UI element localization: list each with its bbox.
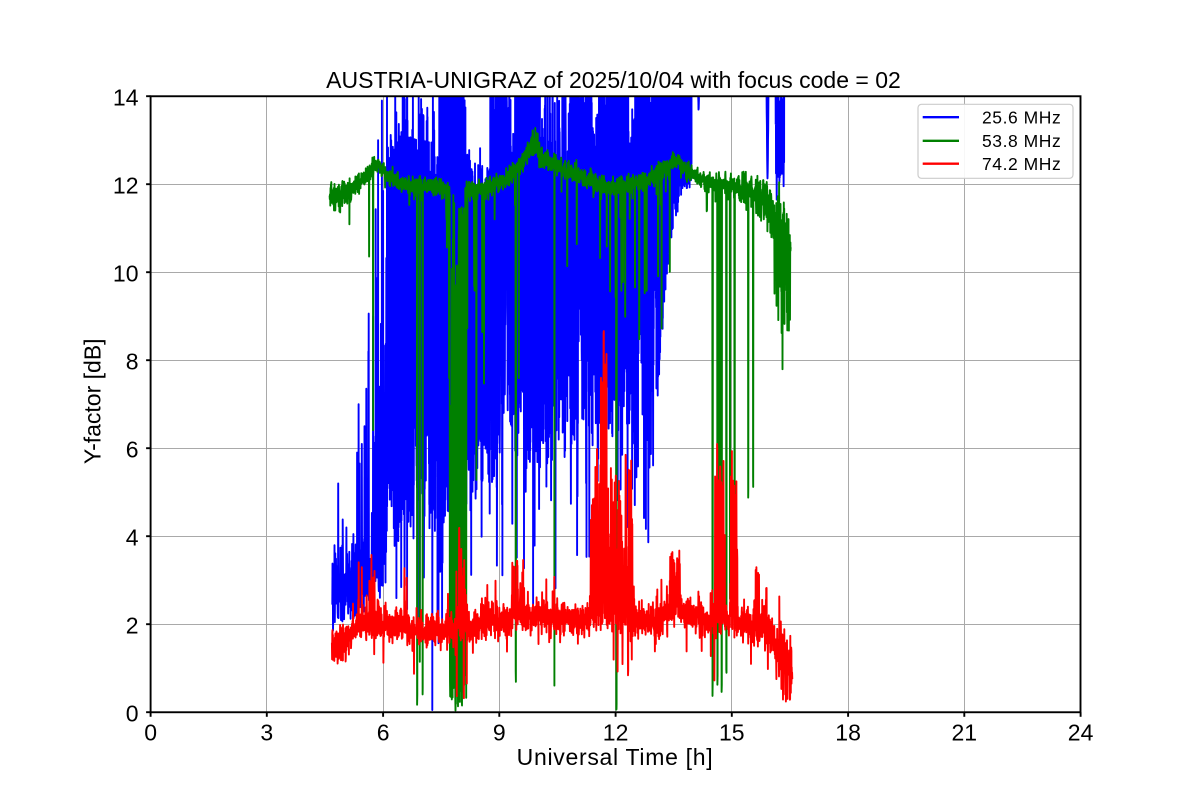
svg-text:Y-factor [dB]: Y-factor [dB]: [80, 338, 106, 464]
svg-text:3: 3: [260, 720, 273, 746]
svg-text:21: 21: [952, 720, 978, 746]
svg-text:24: 24: [1068, 720, 1094, 746]
svg-text:6: 6: [126, 436, 139, 462]
svg-text:15: 15: [719, 720, 745, 746]
svg-text:10: 10: [113, 260, 139, 286]
svg-text:0: 0: [144, 720, 157, 746]
svg-text:0: 0: [126, 701, 139, 727]
svg-text:2: 2: [126, 613, 139, 639]
svg-text:14: 14: [113, 85, 139, 111]
svg-text:25.6 MHz: 25.6 MHz: [982, 108, 1061, 128]
svg-text:AUSTRIA-UNIGRAZ of 2025/10/04: AUSTRIA-UNIGRAZ of 2025/10/04 with focus…: [326, 67, 901, 93]
svg-text:53.8 MHz: 53.8 MHz: [982, 131, 1061, 151]
svg-text:4: 4: [126, 525, 139, 551]
svg-text:74.2 MHz: 74.2 MHz: [982, 154, 1061, 174]
svg-text:8: 8: [126, 348, 139, 374]
svg-text:12: 12: [603, 720, 629, 746]
svg-text:6: 6: [377, 720, 390, 746]
svg-text:Universal Time [h]: Universal Time [h]: [517, 744, 714, 770]
svg-text:9: 9: [493, 720, 506, 746]
svg-text:12: 12: [113, 172, 139, 198]
svg-text:18: 18: [835, 720, 861, 746]
